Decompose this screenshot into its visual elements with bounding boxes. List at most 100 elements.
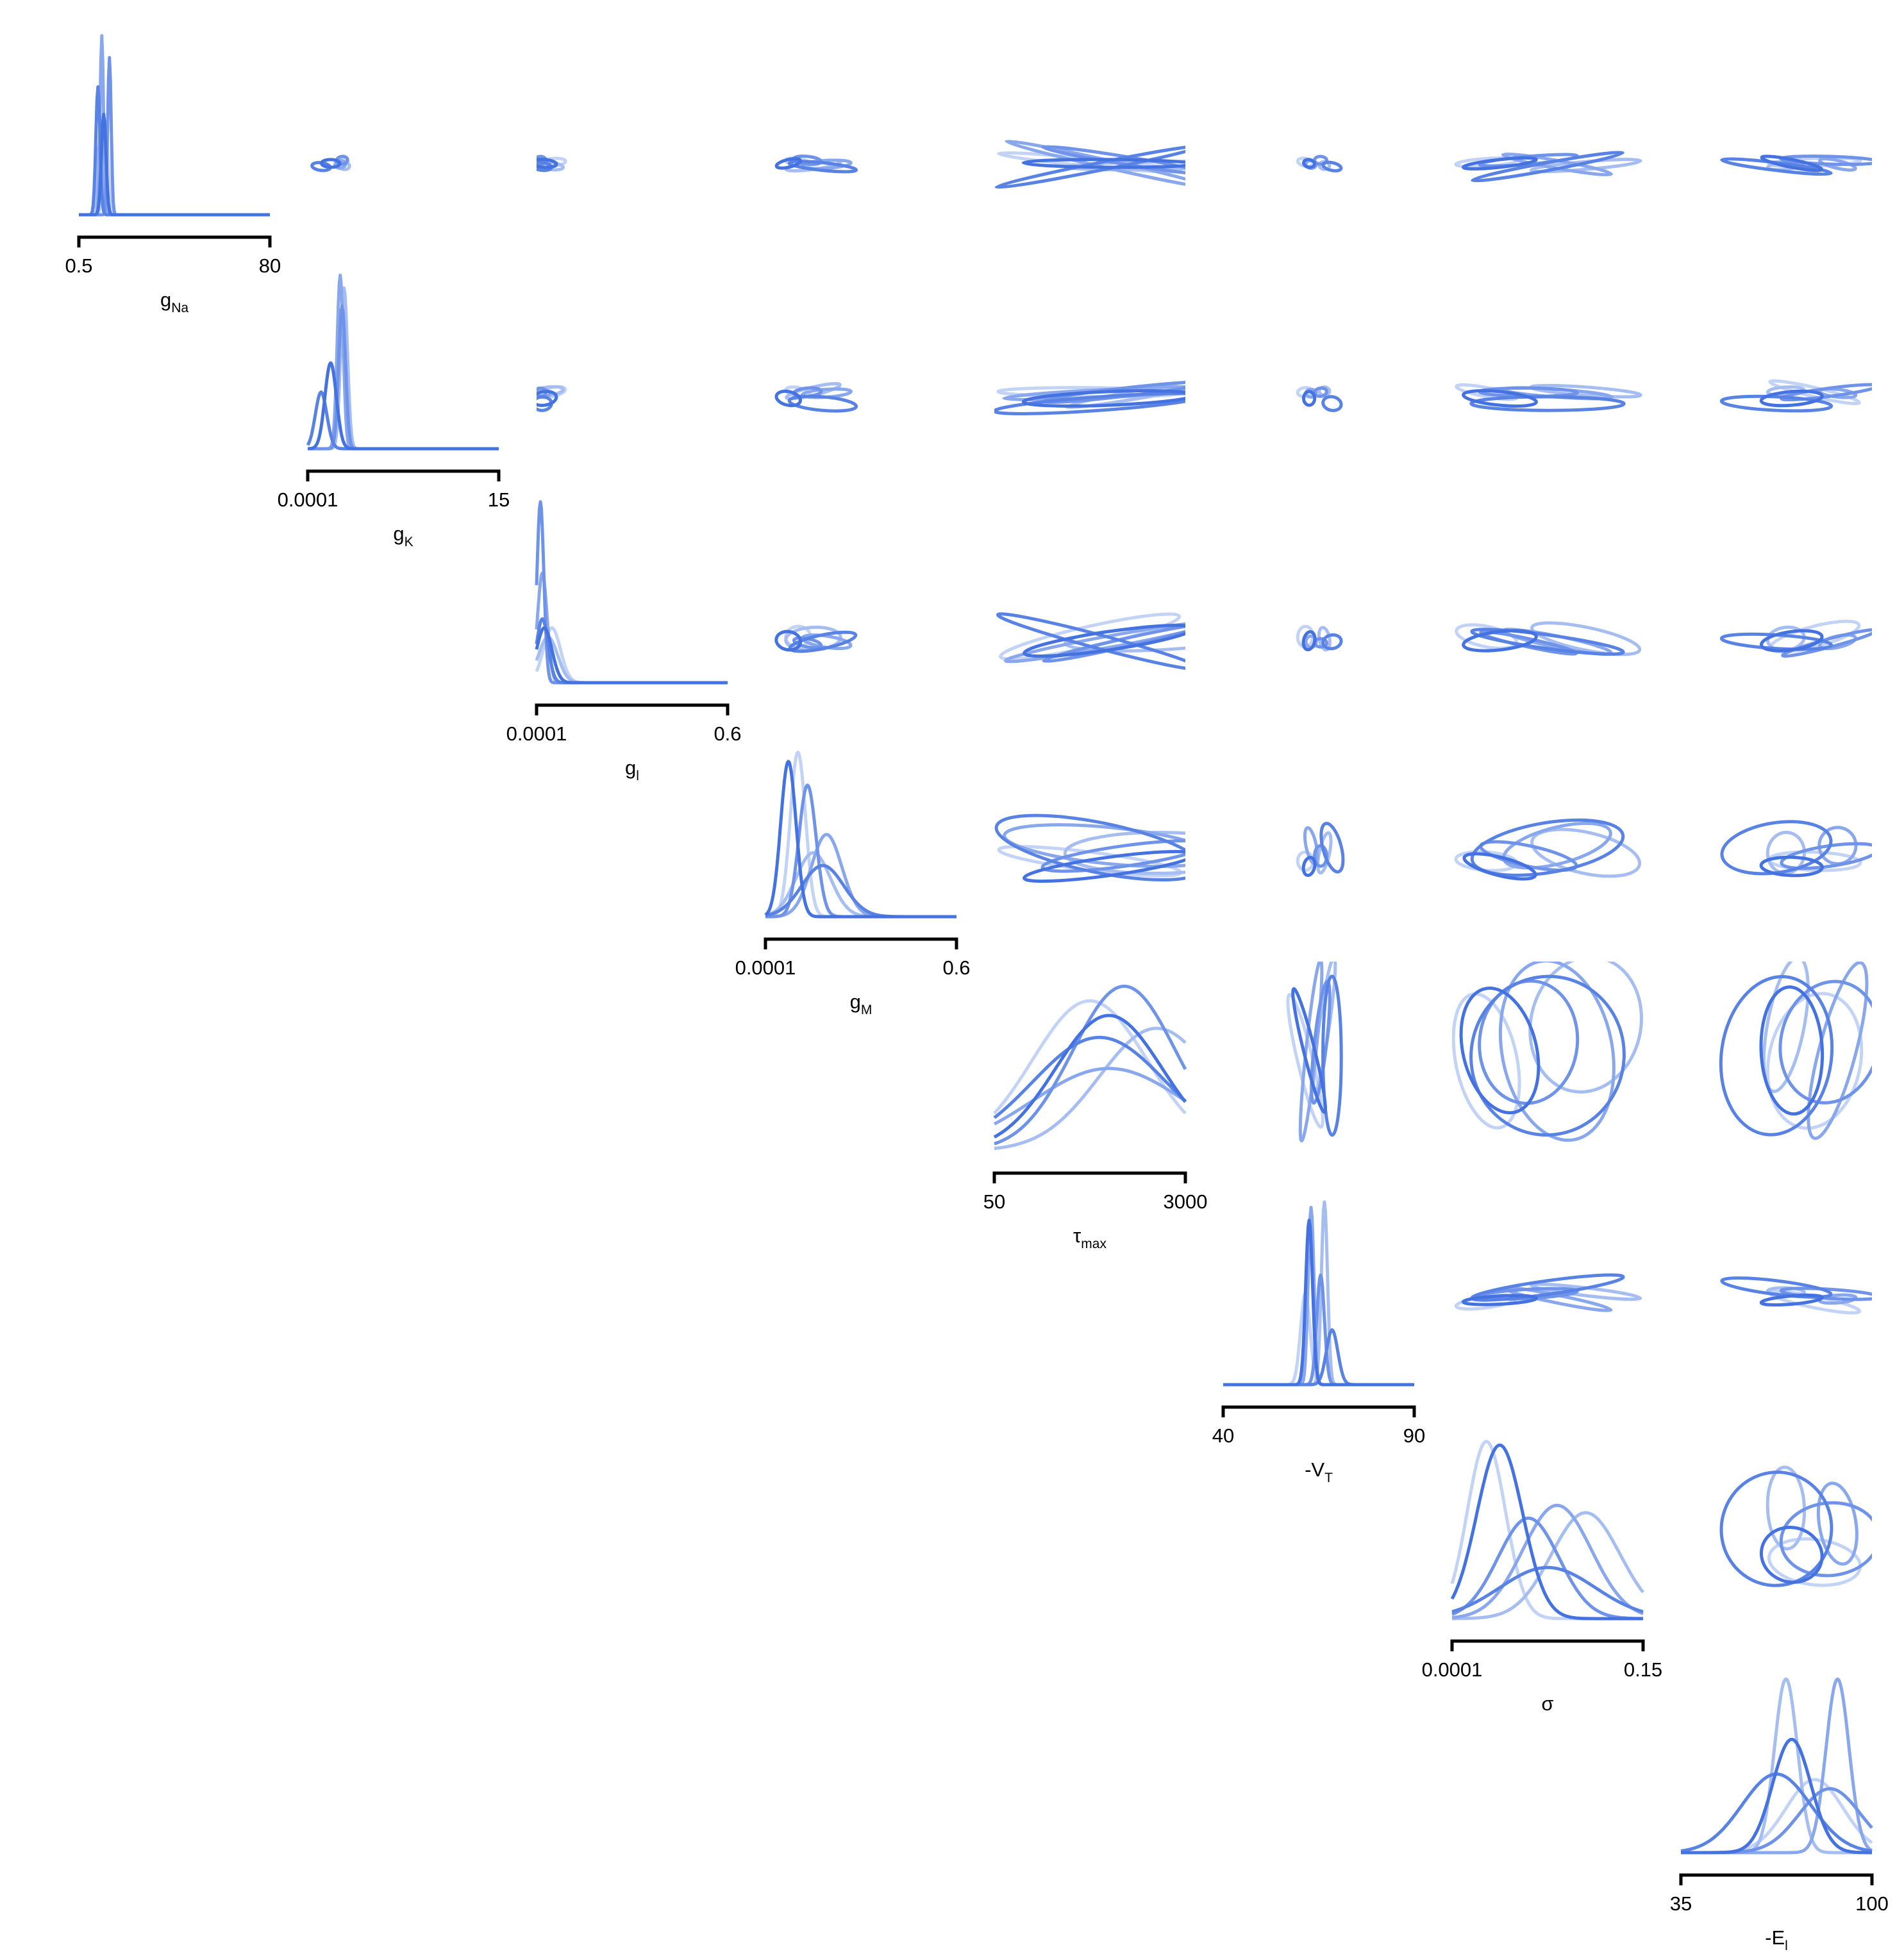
contour-line <box>1759 1526 1824 1584</box>
contour-line <box>1818 157 1857 172</box>
contour-panel <box>1452 962 1643 1142</box>
contour-panel <box>1719 1465 1872 1587</box>
density-curve <box>535 500 728 685</box>
contour-line <box>1759 1293 1824 1307</box>
contour-panel <box>1720 820 1872 878</box>
contour-line <box>1321 160 1343 172</box>
parameter-symbol: g <box>625 756 636 779</box>
contour-line <box>1003 823 1185 868</box>
density-curve <box>993 1067 1187 1126</box>
contour-line <box>1319 822 1345 874</box>
parameter-label: -El <box>1765 1926 1788 1952</box>
marginal-plot: 50 3000 τmax <box>983 985 1208 1251</box>
contour-line <box>1501 821 1612 870</box>
contour-panel <box>774 381 858 413</box>
parameter-symbol: τ <box>1073 1224 1081 1247</box>
density-curve <box>993 1014 1187 1139</box>
parameter-prefix: - <box>1305 1458 1311 1481</box>
contour-line <box>788 630 858 653</box>
contour-panel <box>310 154 351 172</box>
contour-line <box>1302 158 1317 169</box>
contour-line <box>320 158 342 169</box>
contour-panel <box>774 154 858 174</box>
contour-line <box>1779 1287 1872 1301</box>
contour-line <box>1321 633 1343 651</box>
tick-label: 0.15 <box>1624 1658 1662 1681</box>
contour-line <box>1528 962 1643 1094</box>
contour-line <box>1459 987 1541 1115</box>
marginal-plot: 0.0001 0.6 gl <box>506 500 742 783</box>
axis-bracket <box>992 1171 1187 1183</box>
contour-line <box>774 630 803 652</box>
axis-bracket <box>764 937 958 949</box>
contour-panel <box>537 385 567 412</box>
density-curve <box>764 760 957 919</box>
contour-panel <box>994 139 1185 190</box>
density-curve <box>994 985 1187 1146</box>
marginal-plot: 0.0001 15 gK <box>278 273 510 549</box>
contour-line <box>994 144 1185 189</box>
contour-line <box>1461 1294 1539 1306</box>
contour-line <box>994 813 1185 882</box>
contour-panel <box>1286 962 1343 1143</box>
density-curve <box>1451 1503 1644 1619</box>
contour-line <box>1301 390 1317 407</box>
contour-line <box>787 160 858 174</box>
density-curve <box>1451 1565 1644 1614</box>
axis-bracket <box>535 703 730 715</box>
tick-label: 0.6 <box>714 722 741 745</box>
parameter-label: gNa <box>160 288 188 315</box>
contour-line <box>1462 156 1538 171</box>
axis-bracket <box>1679 1873 1874 1885</box>
parameter-label: τmax <box>1073 1224 1106 1251</box>
parameter-symbol: V <box>1311 1458 1324 1481</box>
parameter-subscript: l <box>636 769 639 783</box>
parameter-subscript: Na <box>171 301 188 315</box>
contour-line <box>1817 387 1858 399</box>
contour-panel <box>1296 624 1343 652</box>
parameter-symbol: g <box>850 990 861 1013</box>
tick-label: 0.5 <box>65 254 92 277</box>
density-curve <box>307 361 499 451</box>
contour-line <box>1759 389 1824 408</box>
tick-label: 3000 <box>1164 1190 1208 1213</box>
density-curve <box>1451 1516 1644 1621</box>
tick-label: 0.6 <box>942 956 970 979</box>
contour-panel <box>996 612 1185 671</box>
contour-line <box>1316 831 1333 875</box>
contour-line <box>1023 623 1185 658</box>
contour-panel <box>1296 822 1345 877</box>
contour-panel <box>1720 154 1872 176</box>
contour-line <box>1469 395 1626 412</box>
density-curve <box>993 1035 1187 1119</box>
contour-line <box>1301 630 1317 651</box>
density-curve <box>78 112 271 217</box>
density-curve <box>1680 1737 1873 1855</box>
tick-label: 50 <box>983 1190 1005 1213</box>
contour-line <box>1462 389 1538 408</box>
contour-line <box>1462 629 1538 653</box>
contour-line <box>1470 628 1625 656</box>
contour-line <box>1759 855 1824 878</box>
contour-line <box>1766 1465 1807 1551</box>
tick-label: 0.0001 <box>506 722 567 745</box>
contour-line <box>1778 980 1872 1105</box>
tick-label: 40 <box>1212 1424 1234 1447</box>
contour-line <box>1766 992 1864 1130</box>
contour-line <box>1719 975 1834 1137</box>
contour-line <box>1470 818 1625 877</box>
contour-line <box>537 390 558 407</box>
parameter-prefix: - <box>1765 1926 1771 1949</box>
density-curve <box>994 1026 1187 1151</box>
contour-line <box>1301 856 1317 877</box>
marginal-plot: 35 100 -El <box>1670 1677 1889 1952</box>
contour-line <box>1478 979 1580 1105</box>
contour-line <box>1023 849 1185 883</box>
contour-line <box>1471 150 1624 183</box>
density-curve <box>1223 1219 1415 1387</box>
contour-line <box>1021 158 1185 169</box>
axis-bracket <box>77 235 272 247</box>
contour-panel <box>994 813 1185 883</box>
contour-line <box>1762 962 1810 1094</box>
parameter-symbol: σ <box>1541 1692 1553 1715</box>
